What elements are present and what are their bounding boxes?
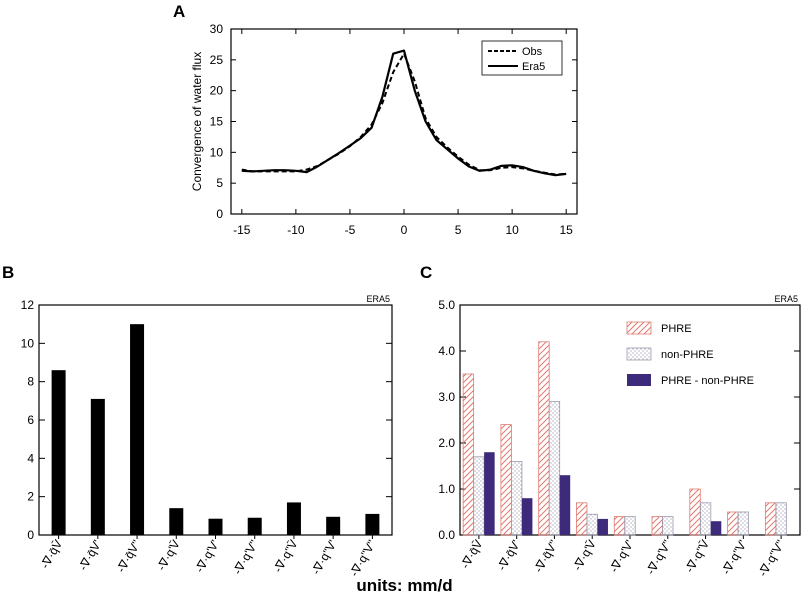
bar-solid (484, 452, 495, 535)
panel-c-letter: C (420, 263, 432, 282)
y-tick-label: 30 (210, 22, 224, 36)
x-tick-label: -10 (287, 223, 305, 237)
bar-solid (521, 498, 533, 535)
y-tick-label: 2 (27, 490, 34, 504)
bar-hatch (651, 516, 663, 536)
x-tick-label: -∇·q̄V'' (531, 538, 561, 576)
panel-b-letter: B (2, 263, 14, 282)
y-tick-label: 4 (27, 451, 34, 465)
y-tick-label: 25 (210, 53, 224, 67)
panel-b-bar-chart: 0 2 4 6 8 10 12 ERA5 -∇·q̄V̄ -∇·q̄V' -∇·q̄V'' -∇·q'… (21, 294, 393, 580)
bar-dots (662, 516, 674, 536)
y-tick-label: 10 (21, 336, 35, 350)
y-tick-label: 0 (27, 528, 34, 542)
x-tick-label: -∇·q''V̄ (682, 538, 712, 576)
x-tick-label: -∇·q̄V' (76, 538, 105, 574)
bar-hatch (462, 373, 475, 536)
bar-dots (624, 516, 636, 536)
y-tick-label: 8 (27, 375, 34, 389)
x-tick-label: -∇·q''V' (719, 538, 750, 578)
y-axis-title: Convergence of water flux (190, 52, 204, 191)
y-tick-label: 1.0 (438, 482, 455, 496)
bar-hatch (500, 424, 512, 536)
series-line-era5 (241, 49, 567, 177)
y-tick-label: 20 (210, 84, 224, 98)
y-tick-label: 10 (210, 145, 224, 159)
bar (90, 398, 105, 535)
bar (286, 502, 301, 535)
x-tick-label: -15 (233, 223, 251, 237)
x-tick-label: -∇·q̄V̄ (38, 538, 65, 572)
legend-box (481, 40, 563, 76)
legend-swatch-solid (627, 374, 651, 386)
x-tick-label: -∇·q̄V'' (114, 538, 144, 576)
bar-dots (775, 502, 787, 536)
bar-hatch (764, 502, 777, 536)
bar-hatch (538, 341, 550, 536)
y-tick-label: 0 (216, 207, 223, 221)
bar-dots (737, 511, 749, 536)
y-tick-label: 2.0 (438, 436, 455, 450)
bar (51, 370, 66, 535)
panel-a-line-chart: -15 -10 -5 0 5 10 15 0 5 10 15 20 25 30 Convergence of… (190, 22, 578, 237)
legend-label: Era5 (522, 61, 545, 73)
legend-label: Obs (522, 46, 543, 58)
bar (326, 516, 341, 535)
bar-hatch (689, 488, 701, 536)
panel-a-letter: A (173, 2, 185, 21)
x-tick-label: -∇·q''V'' (347, 538, 379, 580)
y-tick-label: 6 (27, 413, 34, 427)
bar (247, 517, 262, 535)
bar-solid (710, 521, 722, 535)
x-tick-label: -∇·q''V'' (756, 538, 788, 580)
bar-solid (559, 475, 571, 535)
x-tick-label: 0 (401, 223, 408, 237)
x-tick-label: -∇·q'V̄ (154, 538, 183, 574)
bar (365, 513, 380, 535)
x-tick-label: -∇·q'V̄ (570, 538, 599, 574)
x-tick-label: -∇·q'V'' (230, 538, 261, 578)
x-tick-label: 5 (455, 223, 462, 237)
panel-c-bar-chart: 0.01.02.03.04.05.0 ERA5-∇·q̄V̄ -∇·q̄V' -∇·q… (438, 294, 801, 580)
y-tick-label: 3.0 (438, 390, 455, 404)
x-tick-label: -∇·q'V'' (643, 538, 674, 578)
bar-dots (473, 456, 485, 536)
x-tick-label: 10 (505, 223, 519, 237)
legend-swatch-hatch (626, 321, 652, 335)
legend-label: non-PHRE (661, 349, 714, 361)
x-tick-label: -∇·q'V' (607, 538, 637, 576)
x-tick-label: -∇·q̄V' (495, 538, 524, 574)
bar-hatch (613, 516, 626, 536)
x-tick-label: -∇·q''V' (309, 538, 340, 578)
legend-swatch-dots (626, 347, 652, 361)
bar-hatch (576, 502, 588, 536)
bar-dots (699, 502, 712, 536)
y-tick-label: 5.0 (438, 298, 455, 312)
x-tick-label: 15 (560, 223, 574, 237)
bar-dots (548, 401, 561, 536)
bar-dots (586, 513, 598, 536)
x-tick-label: -∇·q̄V̄ (458, 538, 485, 572)
y-tick-label: 4.0 (438, 344, 455, 358)
bar (208, 518, 223, 535)
y-tick-label: 15 (210, 115, 224, 129)
legend-label: PHRE - non-PHRE (661, 375, 754, 387)
units-label: units: mm/d (356, 576, 453, 595)
x-tick-label: -5 (345, 223, 356, 237)
x-tick-label: -∇·q'V' (192, 538, 222, 576)
x-tick-label: -∇·q''V̄ (271, 538, 301, 576)
bar (130, 324, 145, 535)
series-line-obs (241, 52, 567, 176)
y-tick-label: 5 (216, 176, 223, 190)
panel-c-corner-label: ERA5 (774, 294, 798, 304)
bar-solid (597, 518, 608, 535)
panel-b-corner-label: ERA5 (366, 294, 390, 304)
legend-label: PHRE (661, 323, 692, 335)
bar-dots (511, 460, 523, 536)
bar-hatch (727, 511, 739, 536)
y-tick-label: 12 (21, 298, 35, 312)
bar (169, 508, 184, 535)
y-tick-label: 0.0 (438, 528, 455, 542)
